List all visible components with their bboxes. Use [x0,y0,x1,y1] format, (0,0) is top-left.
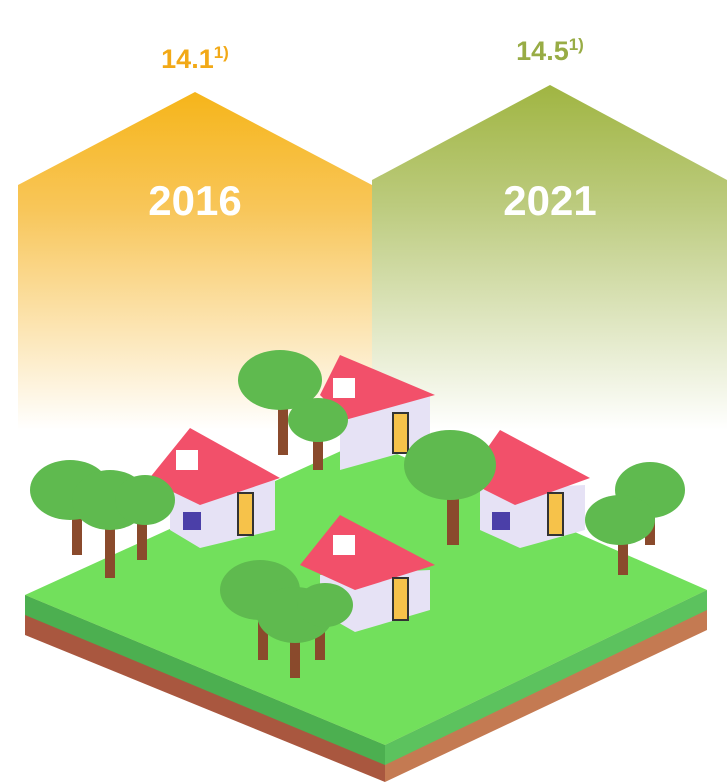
value-label: 14.11) [161,43,229,74]
trees [30,350,685,678]
column-2021 [372,85,727,430]
year-label: 2021 [503,177,596,224]
column-2016 [18,92,372,430]
footnote: 1) [214,43,229,62]
house [148,428,280,548]
footnote: 1) [569,35,584,54]
value: 14.5 [516,36,569,66]
value-label: 14.51) [516,35,584,66]
illustration [25,350,707,782]
house [465,430,590,548]
value: 14.1 [161,44,214,74]
house [320,355,435,470]
year-label: 2016 [148,177,241,224]
